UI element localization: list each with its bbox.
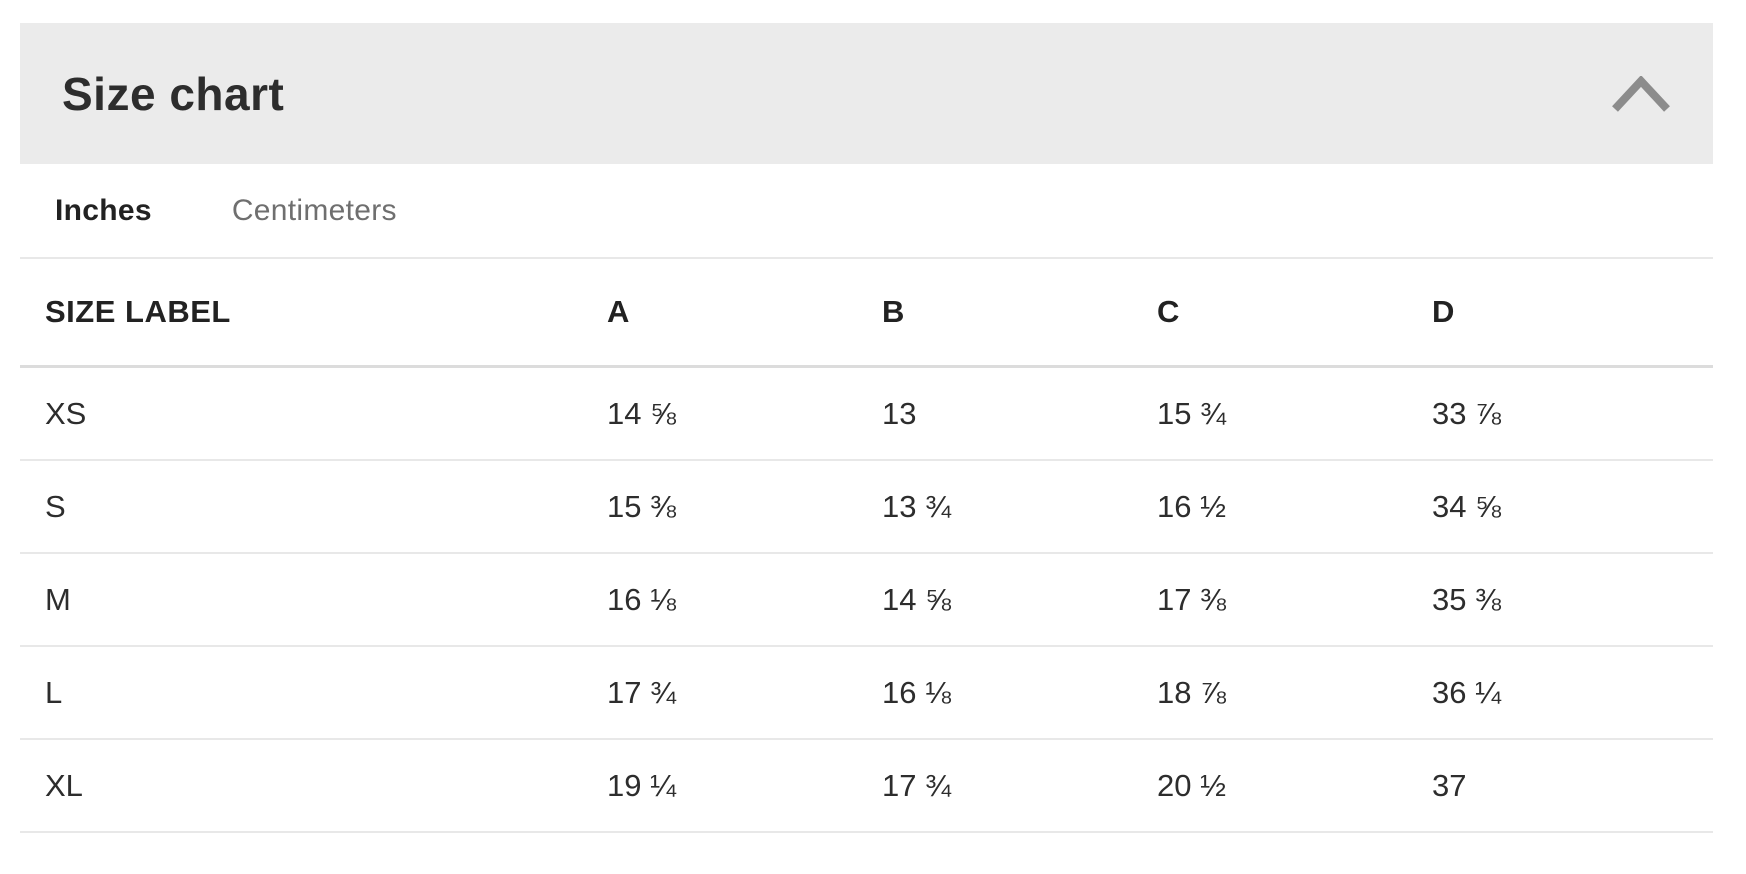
size-label: XL	[45, 767, 83, 803]
table-row: M 16 ⅛ 14 ⅝ 17 ⅜ 35 ⅜	[20, 554, 1713, 647]
unit-tabs: Inches Centimeters	[20, 164, 1713, 259]
size-table: SIZE LABEL A B C D XS 14 ⅝ 13 15 ¾ 33 ⅞ …	[20, 259, 1713, 833]
measurement-c: 20 ½	[1157, 767, 1226, 803]
size-label: M	[45, 581, 71, 617]
measurement-d: 33 ⅞	[1432, 395, 1501, 431]
measurement-a: 15 ⅜	[607, 488, 676, 524]
tab-inches[interactable]: Inches	[55, 193, 152, 227]
measurement-d: 36 ¼	[1432, 674, 1501, 710]
chevron-up-icon[interactable]	[1610, 75, 1672, 112]
table-row: XL 19 ¼ 17 ¾ 20 ½ 37	[20, 740, 1713, 833]
table-row: XS 14 ⅝ 13 15 ¾ 33 ⅞	[20, 368, 1713, 461]
column-header-a: A	[607, 294, 630, 329]
measurement-d: 35 ⅜	[1432, 581, 1501, 617]
size-label: S	[45, 488, 66, 524]
measurement-b: 16 ⅛	[882, 674, 951, 710]
measurement-c: 16 ½	[1157, 488, 1226, 524]
table-header-row: SIZE LABEL A B C D	[20, 259, 1713, 368]
measurement-b: 13	[882, 395, 917, 431]
measurement-c: 18 ⅞	[1157, 674, 1226, 710]
measurement-b: 17 ¾	[882, 767, 951, 803]
measurement-a: 19 ¼	[607, 767, 676, 803]
column-header-d: D	[1432, 294, 1455, 329]
measurement-a: 16 ⅛	[607, 581, 676, 617]
measurement-d: 37	[1432, 767, 1467, 803]
measurement-d: 34 ⅝	[1432, 488, 1501, 524]
measurement-a: 14 ⅝	[607, 395, 676, 431]
size-label: XS	[45, 395, 87, 431]
panel-title: Size chart	[62, 67, 285, 120]
column-header-size-label: SIZE LABEL	[45, 294, 231, 329]
measurement-a: 17 ¾	[607, 674, 676, 710]
tab-centimeters[interactable]: Centimeters	[231, 193, 397, 227]
column-header-b: B	[882, 294, 905, 329]
table-row: L 17 ¾ 16 ⅛ 18 ⅞ 36 ¼	[20, 647, 1713, 740]
measurement-c: 15 ¾	[1157, 395, 1226, 431]
measurement-c: 17 ⅜	[1157, 581, 1226, 617]
column-header-c: C	[1157, 294, 1180, 329]
measurement-b: 14 ⅝	[882, 581, 951, 617]
measurement-b: 13 ¾	[882, 488, 951, 524]
table-row: S 15 ⅜ 13 ¾ 16 ½ 34 ⅝	[20, 461, 1713, 554]
size-chart-header[interactable]: Size chart	[20, 23, 1713, 164]
size-label: L	[45, 674, 63, 710]
